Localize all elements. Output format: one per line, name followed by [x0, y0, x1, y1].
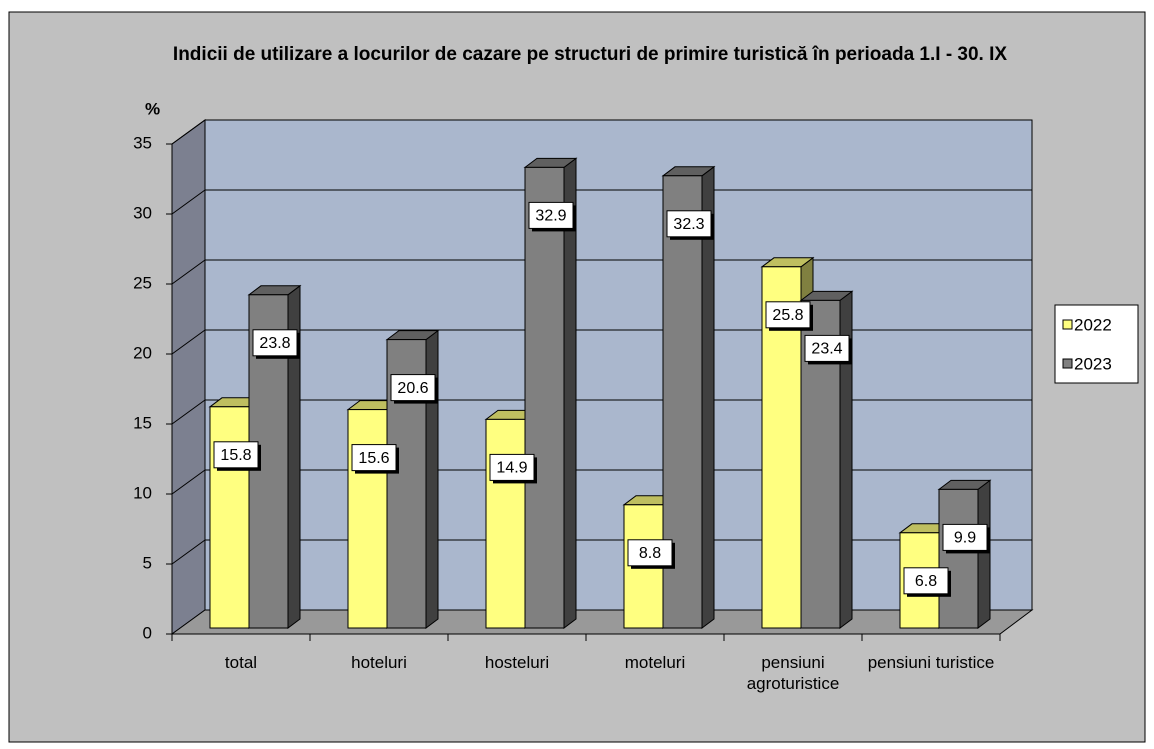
y-tick-label: 0 — [143, 623, 152, 642]
y-tick-label: 20 — [133, 343, 152, 362]
bar-front — [485, 418, 526, 629]
x-tick-label: pensiuni turistice — [867, 653, 995, 672]
x-tick-label: pensiuni agroturistice — [746, 653, 840, 693]
y-tick-label: 30 — [133, 203, 152, 222]
chart-title: Indicii de utilizare a locurilor de caza… — [172, 44, 1008, 65]
grid-line-side — [171, 469, 206, 495]
legend — [1054, 304, 1139, 384]
y-tick-label: 15 — [133, 413, 152, 432]
data-label: 9.9 — [954, 530, 976, 547]
grid-line-side — [171, 399, 206, 425]
legend-swatch — [1062, 319, 1073, 330]
grid-line-side — [171, 119, 206, 145]
grid-line-side — [171, 189, 206, 215]
data-label: 15.8 — [220, 447, 251, 464]
data-label-box — [765, 301, 811, 329]
data-label-box — [627, 539, 673, 567]
x-tick-label: hosteluri — [484, 653, 550, 672]
data-label: 14.9 — [496, 460, 527, 477]
bar-front — [938, 488, 979, 629]
data-label: 32.3 — [673, 216, 704, 233]
legend-label: 2022 — [1074, 315, 1112, 334]
data-label: 20.6 — [397, 380, 428, 397]
bar-front — [347, 409, 388, 629]
y-tick-label: 5 — [143, 553, 152, 572]
y-tick-label: 35 — [133, 133, 152, 152]
bar-front — [662, 175, 703, 629]
bar — [937, 479, 992, 629]
bar-front — [524, 166, 565, 629]
bar-front — [209, 406, 250, 629]
x-tick-label: total — [224, 653, 258, 672]
data-label: 6.8 — [915, 573, 937, 590]
x-tick-label: moteluri — [624, 653, 686, 672]
data-label: 8.8 — [639, 545, 661, 562]
legend-label: 2023 — [1074, 354, 1112, 373]
data-label-box — [528, 201, 574, 229]
y-tick-label: 25 — [133, 273, 152, 292]
grid-line-side — [171, 329, 206, 355]
y-axis-label: % — [145, 99, 160, 118]
grid-line-side — [171, 259, 206, 285]
data-label: 32.9 — [535, 208, 566, 225]
data-label-box — [903, 567, 949, 595]
data-label-box — [942, 523, 988, 551]
bar-side — [977, 479, 991, 629]
bar — [523, 157, 578, 629]
data-label-box — [213, 441, 259, 469]
data-label-box — [804, 334, 850, 362]
data-label-box — [489, 453, 535, 481]
bar — [661, 165, 716, 629]
data-label-box — [351, 444, 397, 472]
data-label: 23.8 — [259, 335, 290, 352]
x-tick-label: hoteluri — [351, 653, 407, 672]
y-tick-label: 10 — [133, 483, 152, 502]
data-label-box — [390, 374, 436, 402]
legend-swatch — [1062, 358, 1073, 369]
data-label-box — [666, 210, 712, 238]
data-label: 15.6 — [358, 450, 389, 467]
side-wall — [171, 119, 206, 635]
data-label-box — [252, 329, 298, 357]
grid-line-side — [171, 539, 206, 565]
data-label: 25.8 — [772, 307, 803, 324]
data-label: 23.4 — [811, 341, 842, 358]
